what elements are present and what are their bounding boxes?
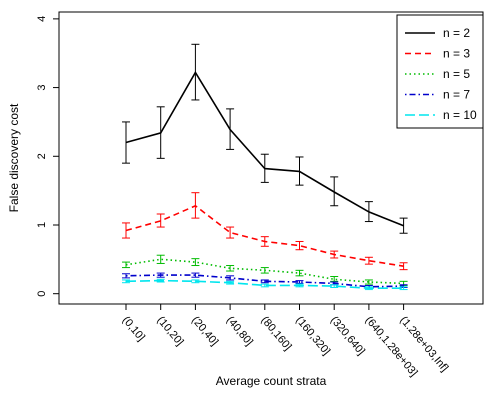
- legend-label: n = 3: [443, 47, 470, 61]
- series-line: [125, 70, 404, 227]
- x-tick-label: (80,160]: [259, 314, 294, 353]
- series-1: [122, 43, 408, 234]
- legend-box: [396, 14, 484, 129]
- legend: n = 2 n = 3 n = 5 n = 7 n = 10: [396, 14, 484, 129]
- y-tick-label: 1: [36, 222, 48, 228]
- y-axis: 0 1 2 3 4: [36, 16, 59, 297]
- y-tick-label: 3: [36, 85, 48, 91]
- x-tick-label: (320,640]: [328, 314, 367, 357]
- series-layer: [122, 43, 408, 291]
- x-axis-label: Average count strata: [216, 374, 327, 388]
- y-tick-label: 4: [36, 16, 48, 22]
- x-axis: (0,10] (10,20] (20,40] (40,80] (80,160] (160,…: [120, 304, 450, 379]
- plot-frame: [58, 11, 484, 305]
- series-2: [122, 192, 408, 271]
- x-tick-label: (10,20]: [154, 314, 185, 348]
- legend-label: n = 10: [443, 108, 477, 122]
- series-line: [125, 279, 404, 290]
- x-tick-label: (40,80]: [224, 314, 255, 348]
- series-5: [122, 278, 408, 291]
- legend-label: n = 2: [443, 26, 470, 40]
- series-3: [122, 254, 408, 286]
- x-tick-label: (20,40]: [189, 314, 220, 348]
- series-line: [125, 204, 404, 267]
- y-tick-label: 2: [36, 153, 48, 159]
- y-axis-label: False discovery cost: [7, 103, 21, 212]
- series-line: [125, 274, 404, 288]
- y-tick-label: 0: [36, 291, 48, 297]
- x-tick-label: (160,320]: [293, 314, 332, 357]
- legend-label: n = 7: [443, 88, 470, 102]
- legend-label: n = 5: [443, 67, 470, 81]
- x-tick-label: (0,10]: [120, 314, 147, 343]
